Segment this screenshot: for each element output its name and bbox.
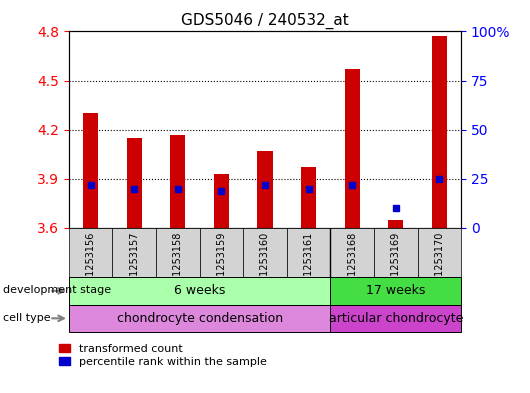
FancyBboxPatch shape — [330, 228, 374, 277]
Text: GSM1253158: GSM1253158 — [173, 231, 183, 297]
FancyBboxPatch shape — [69, 277, 330, 305]
Bar — [214, 174, 229, 228]
Legend: transformed count, percentile rank within the sample: transformed count, percentile rank withi… — [58, 343, 267, 367]
Bar — [432, 37, 447, 228]
FancyBboxPatch shape — [200, 228, 243, 277]
FancyBboxPatch shape — [69, 305, 330, 332]
Text: GSM1253170: GSM1253170 — [434, 231, 444, 297]
Bar — [83, 113, 99, 228]
FancyBboxPatch shape — [156, 228, 200, 277]
Text: 17 weeks: 17 weeks — [366, 284, 426, 298]
FancyBboxPatch shape — [287, 228, 330, 277]
Title: GDS5046 / 240532_at: GDS5046 / 240532_at — [181, 13, 349, 29]
FancyBboxPatch shape — [374, 228, 418, 277]
Text: GSM1253169: GSM1253169 — [391, 231, 401, 297]
FancyBboxPatch shape — [330, 305, 461, 332]
FancyBboxPatch shape — [418, 228, 461, 277]
Text: GSM1253156: GSM1253156 — [86, 231, 96, 297]
Bar — [170, 134, 185, 228]
Bar — [258, 151, 272, 228]
Bar — [344, 69, 360, 228]
Text: GSM1253157: GSM1253157 — [129, 231, 139, 297]
Text: articular chondrocyte: articular chondrocyte — [329, 312, 463, 325]
Text: 6 weeks: 6 weeks — [174, 284, 225, 298]
Bar — [301, 167, 316, 228]
Text: GSM1253168: GSM1253168 — [347, 231, 357, 297]
FancyBboxPatch shape — [112, 228, 156, 277]
Text: cell type: cell type — [3, 313, 50, 323]
Text: GSM1253159: GSM1253159 — [216, 231, 226, 297]
FancyBboxPatch shape — [243, 228, 287, 277]
Bar — [388, 220, 403, 228]
Text: chondrocyte condensation: chondrocyte condensation — [117, 312, 282, 325]
Text: GSM1253160: GSM1253160 — [260, 231, 270, 297]
FancyBboxPatch shape — [330, 277, 461, 305]
Text: GSM1253161: GSM1253161 — [304, 231, 314, 297]
Text: development stage: development stage — [3, 285, 111, 296]
Bar — [127, 138, 142, 228]
FancyBboxPatch shape — [69, 228, 112, 277]
